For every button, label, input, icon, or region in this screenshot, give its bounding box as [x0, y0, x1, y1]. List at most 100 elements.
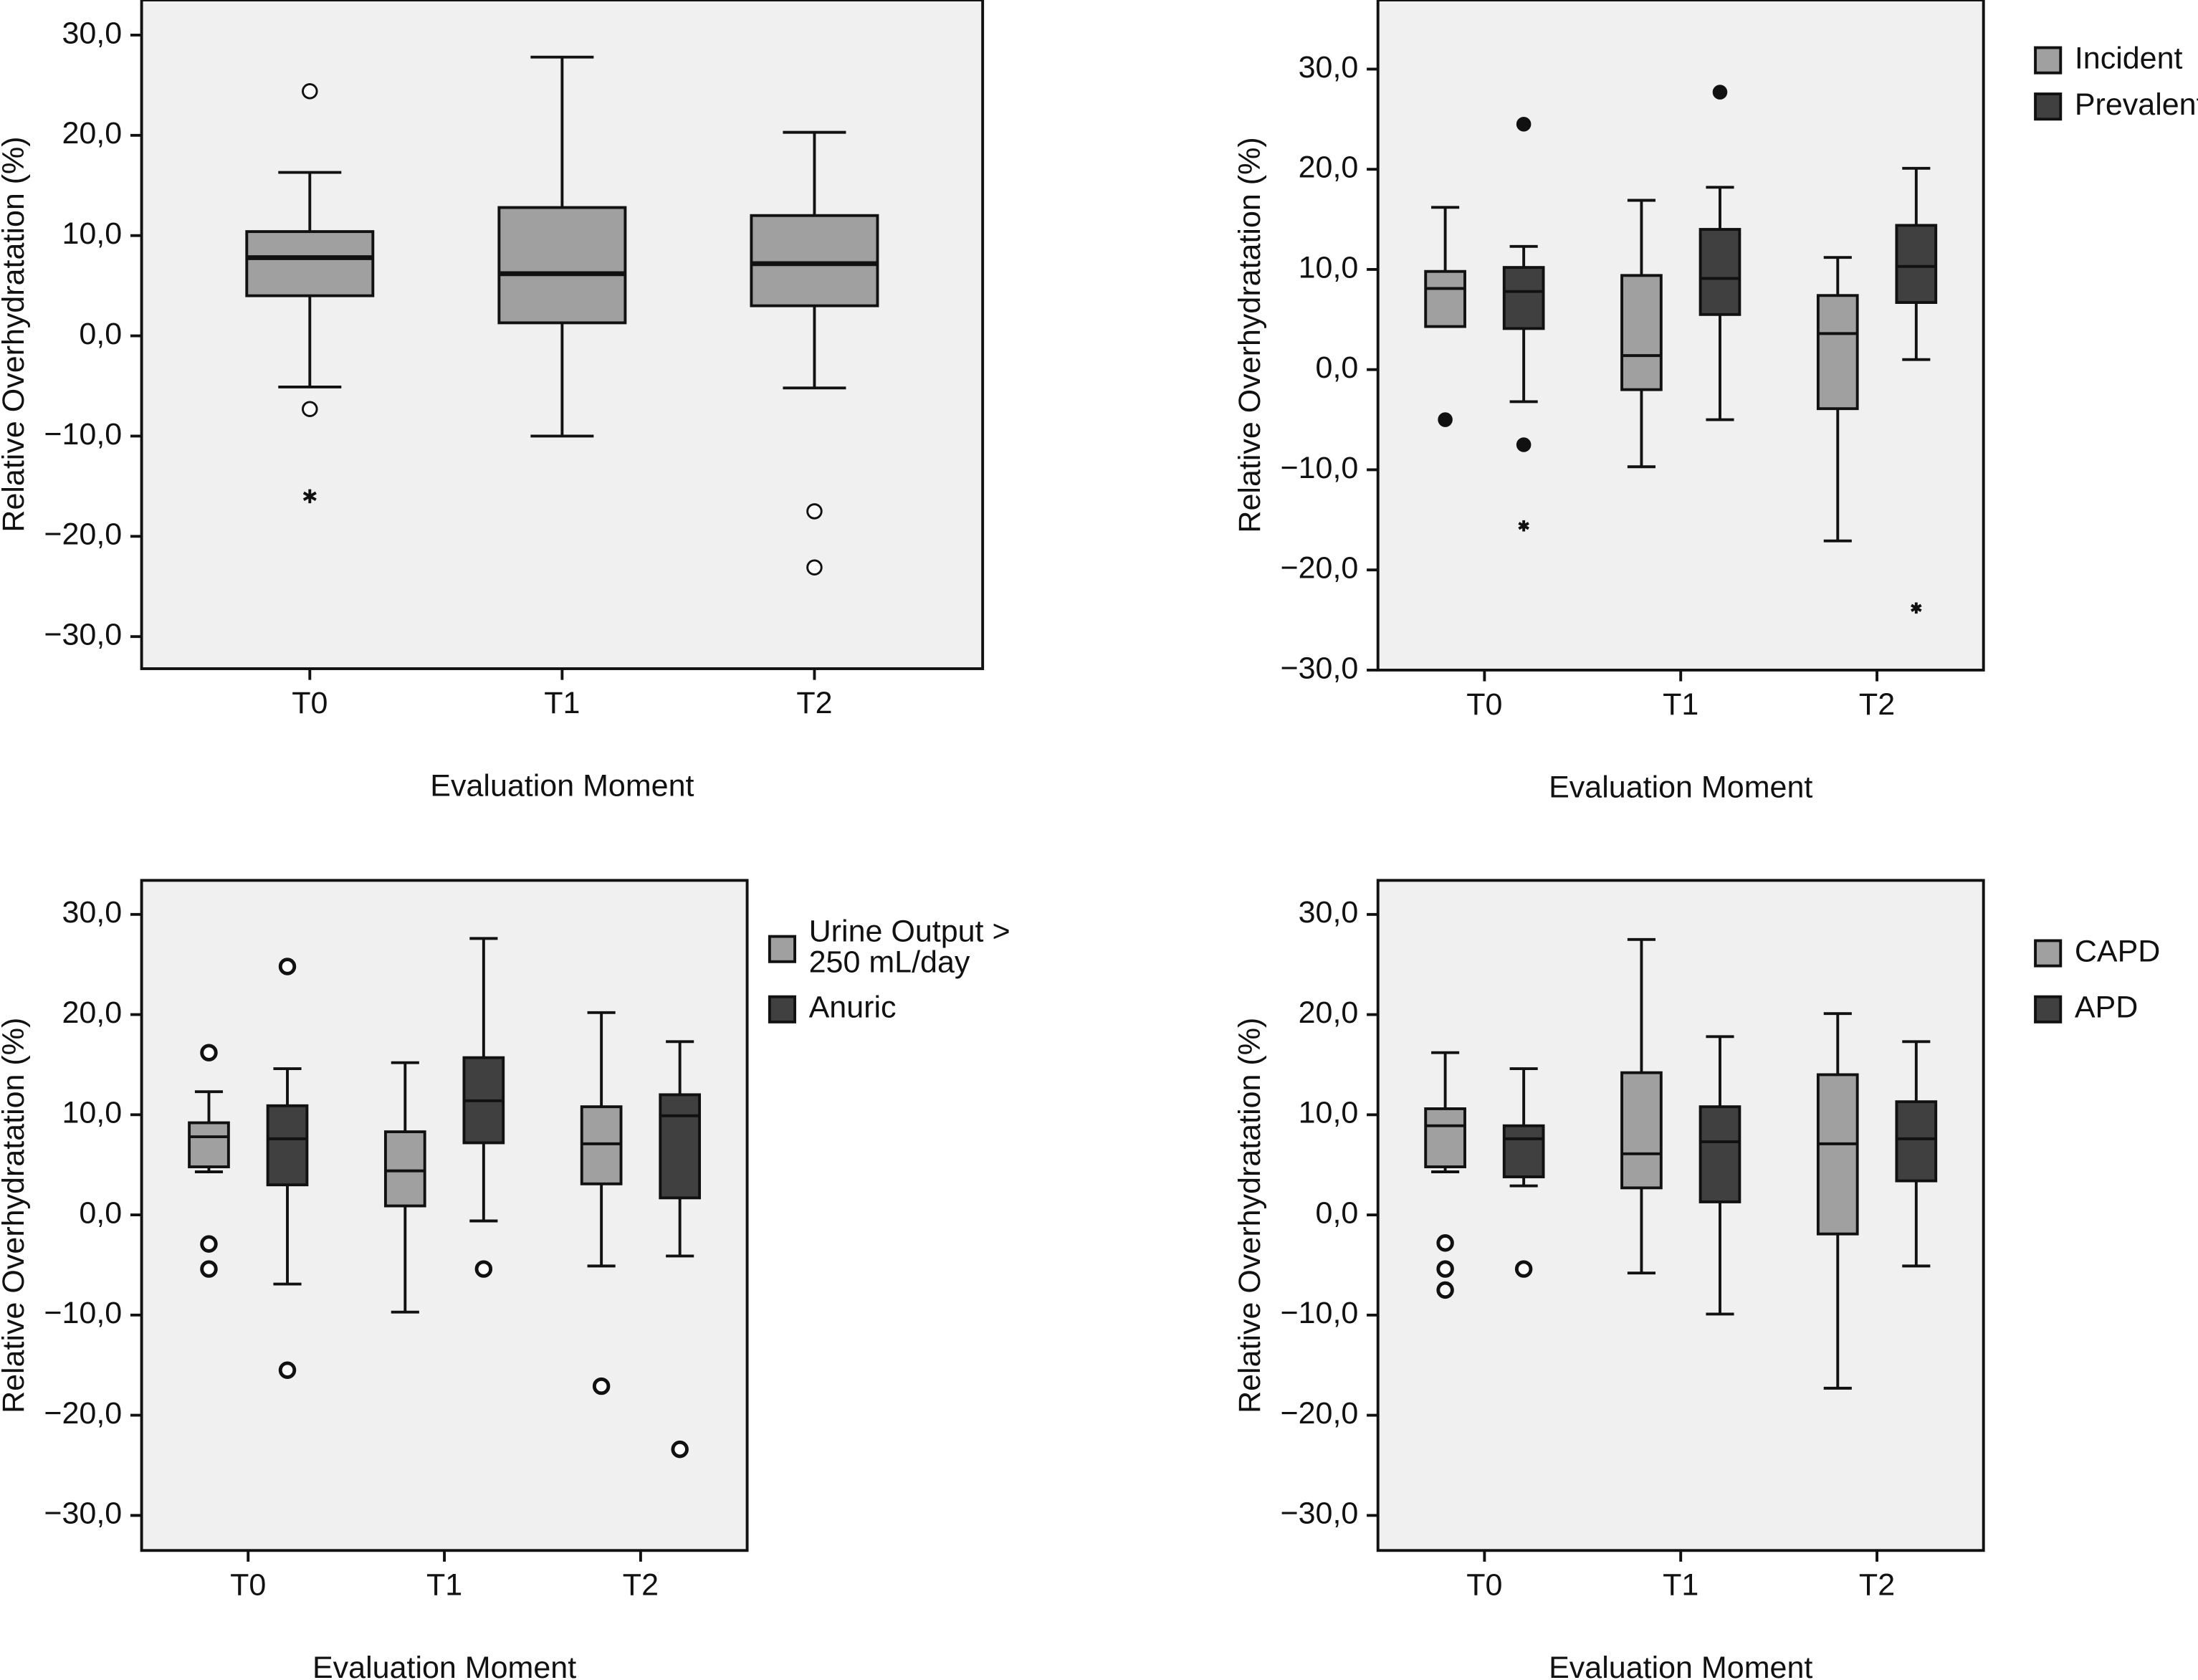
outlier	[671, 1440, 689, 1459]
y-tick-label: 10,0	[62, 216, 122, 251]
box	[1698, 1105, 1741, 1203]
plot-area	[1376, 0, 1985, 672]
x-tick-label: T2	[1859, 687, 1895, 722]
y-tick-label: 10,0	[1299, 1096, 1359, 1130]
y-tick-label: 0,0	[79, 1195, 122, 1230]
box	[1620, 1071, 1663, 1190]
outlier	[474, 1260, 493, 1278]
y-tick-label: 30,0	[1299, 895, 1359, 930]
outlier	[200, 1044, 218, 1061]
box	[1816, 294, 1859, 411]
y-tick-label: −10,0	[44, 1296, 122, 1330]
outlier	[278, 958, 297, 975]
y-tick-label: −30,0	[44, 618, 122, 652]
box	[1895, 224, 1938, 305]
y-tick-label: −20,0	[44, 517, 122, 552]
y-tick-label: −20,0	[44, 1396, 122, 1431]
y-tick-label: −10,0	[1281, 1296, 1359, 1330]
x-tick-label: T1	[1663, 1567, 1698, 1602]
y-tick-label: −30,0	[44, 1497, 122, 1531]
box	[1895, 1100, 1938, 1183]
extreme	[302, 489, 317, 504]
y-tick-label: 0,0	[79, 317, 122, 351]
outlier	[1436, 1260, 1454, 1278]
outlier	[200, 1235, 218, 1253]
x-tick-label: T1	[1663, 687, 1698, 722]
y-tick-label: −20,0	[1281, 1396, 1359, 1431]
y-tick-label: −30,0	[1281, 1497, 1359, 1531]
x-tick-label: T2	[1859, 1567, 1895, 1602]
y-tick-label: −30,0	[1281, 651, 1359, 685]
plot-area	[1376, 879, 1985, 1552]
box	[266, 1104, 309, 1187]
y-axis-label: Relative Overhydratation (%)	[0, 1018, 31, 1413]
x-tick-label: T1	[544, 686, 580, 720]
legend-swatch	[2034, 995, 2063, 1023]
box	[1816, 1073, 1859, 1236]
x-tick-label: T0	[1466, 687, 1502, 722]
box	[659, 1093, 702, 1200]
outlier	[1712, 85, 1728, 100]
legend-swatch	[2034, 939, 2063, 968]
outlier	[1436, 1281, 1454, 1299]
extreme	[1518, 520, 1529, 532]
legend-label: Anuric	[809, 991, 897, 1025]
y-tick-label: −10,0	[1281, 451, 1359, 485]
box	[188, 1121, 230, 1168]
y-tick-label: 30,0	[62, 895, 122, 930]
x-tick-label: T2	[796, 686, 832, 720]
y-tick-label: 20,0	[1299, 151, 1359, 185]
outlier	[806, 559, 823, 576]
legend-swatch	[768, 995, 797, 1023]
outlier	[1438, 412, 1453, 427]
legend-label: Prevalent	[2075, 87, 2198, 122]
legend-label: Urine Output > 250 mL/day	[809, 915, 1019, 980]
box	[1698, 228, 1741, 316]
legend-label: CAPD	[2075, 934, 2161, 968]
y-axis-label: Relative Overhydratation (%)	[1233, 1018, 1267, 1413]
y-axis-label: Relative Overhydratation (%)	[1233, 137, 1267, 533]
outlier	[1516, 117, 1532, 132]
box	[245, 230, 375, 297]
legend-label: APD	[2075, 991, 2138, 1025]
box	[750, 214, 879, 307]
y-tick-label: 20,0	[62, 116, 122, 151]
y-tick-label: 0,0	[1316, 350, 1359, 385]
x-axis-label: Evaluation Moment	[1549, 1651, 1812, 1680]
x-tick-label: T0	[292, 686, 328, 720]
outlier	[1514, 1260, 1533, 1278]
x-axis-label: Evaluation Moment	[430, 769, 694, 803]
y-tick-label: −10,0	[44, 417, 122, 452]
outlier	[806, 503, 823, 520]
y-tick-label: 0,0	[1316, 1195, 1359, 1230]
plot-area	[140, 879, 749, 1552]
outlier	[302, 83, 318, 100]
outlier	[278, 1361, 297, 1379]
box	[497, 206, 627, 325]
legend-label: Incident	[2075, 41, 2183, 75]
x-axis-label: Evaluation Moment	[1549, 770, 1812, 805]
box	[1424, 1107, 1466, 1168]
y-tick-label: 20,0	[62, 996, 122, 1030]
outlier	[1436, 1234, 1454, 1252]
extreme	[1911, 602, 1922, 614]
y-tick-label: 10,0	[62, 1096, 122, 1130]
outlier	[592, 1377, 611, 1395]
y-tick-label: 30,0	[62, 16, 122, 50]
x-axis-label: Evaluation Moment	[312, 1651, 576, 1680]
box	[1424, 269, 1466, 328]
legend-swatch	[2034, 92, 2063, 121]
legend-swatch	[768, 935, 797, 963]
x-tick-label: T1	[426, 1567, 462, 1602]
box	[580, 1105, 623, 1185]
outlier	[302, 401, 318, 417]
legend-swatch	[2034, 46, 2063, 75]
box	[1502, 1124, 1545, 1178]
outlier	[200, 1260, 218, 1278]
y-axis-label: Relative Overhydratation (%)	[0, 136, 31, 532]
box	[383, 1130, 426, 1208]
outlier	[1516, 437, 1532, 452]
x-tick-label: T0	[230, 1567, 266, 1602]
y-tick-label: 10,0	[1299, 250, 1359, 285]
